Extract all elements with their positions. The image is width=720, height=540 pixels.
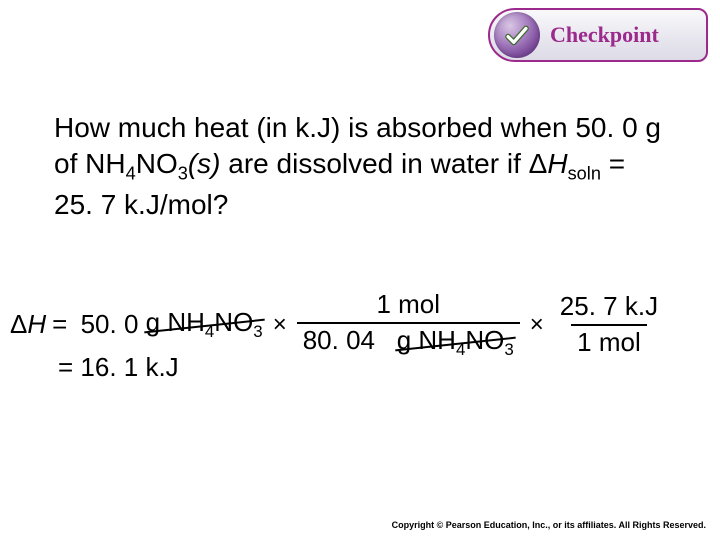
fraction-1: 1 mol 80. 04 g NH4NO3 — [297, 290, 520, 360]
fraction-2: 25. 7 k.J 1 mol — [554, 292, 664, 358]
checkpoint-badge: Checkpoint — [488, 8, 708, 62]
compound-sub-4: 4 — [126, 164, 136, 184]
checkpoint-label: Checkpoint — [550, 22, 659, 48]
check-icon — [504, 22, 530, 48]
copyright: Copyright © Pearson Education, Inc., or … — [392, 520, 706, 530]
question-text: How much heat (in k.J) is absorbed when … — [54, 110, 664, 223]
question-prefix: How much heat (in k.J) is absorbed when — [54, 112, 575, 143]
term1-space — [138, 309, 145, 340]
frac1-den: 80. 04 g NH4NO3 — [297, 322, 520, 360]
frac1-num: 1 mol — [370, 290, 446, 322]
frac1-sub3: 3 — [504, 340, 513, 359]
equals-spacer — [73, 309, 80, 340]
checkpoint-disc — [494, 12, 540, 58]
compound-nh: NH — [85, 148, 125, 179]
delta-h-lhs: ΔH — [10, 309, 46, 340]
frac1-sub4: 4 — [456, 340, 465, 359]
compound-sub-3: 3 — [178, 164, 188, 184]
frac2-den: 1 mol — [571, 324, 647, 358]
frac1-den-val: 80. 04 — [303, 325, 375, 355]
question-mass: 50. 0 g — [575, 112, 661, 143]
frac1-no: NO — [465, 325, 504, 355]
equals-sign: = — [52, 309, 67, 340]
times-1: × — [273, 311, 287, 339]
compound-no: NO — [136, 148, 178, 179]
term1-no: NO — [214, 307, 253, 337]
term1-gnh: g NH — [146, 307, 205, 337]
frac1-den-space — [382, 325, 389, 355]
compound-state: (s) — [188, 148, 221, 179]
term1-sub3: 3 — [253, 322, 262, 341]
frac1-gnh: g NH — [397, 325, 456, 355]
frac2-num: 25. 7 k.J — [554, 292, 664, 324]
term1-unit-cancelled: g NH4NO3 — [146, 307, 263, 342]
result: = 16. 1 k.J — [58, 352, 179, 383]
delta-h-symbol: ΔH — [529, 148, 568, 179]
equation: ΔH = 50. 0 g NH4NO3 × 1 mol 80. 04 g NH4… — [10, 290, 664, 360]
question-of: of — [54, 148, 85, 179]
term1-sub4: 4 — [205, 322, 214, 341]
term1-value: 50. 0 — [81, 309, 139, 340]
times-2: × — [530, 311, 544, 339]
soln-subscript: soln — [568, 164, 601, 184]
question-mid: are dissolved in water if — [221, 148, 529, 179]
dh-value: 25. 7 k.J/mol? — [54, 189, 228, 220]
frac1-den-cancel: g NH4NO3 — [397, 326, 514, 360]
question-equals: = — [601, 148, 625, 179]
